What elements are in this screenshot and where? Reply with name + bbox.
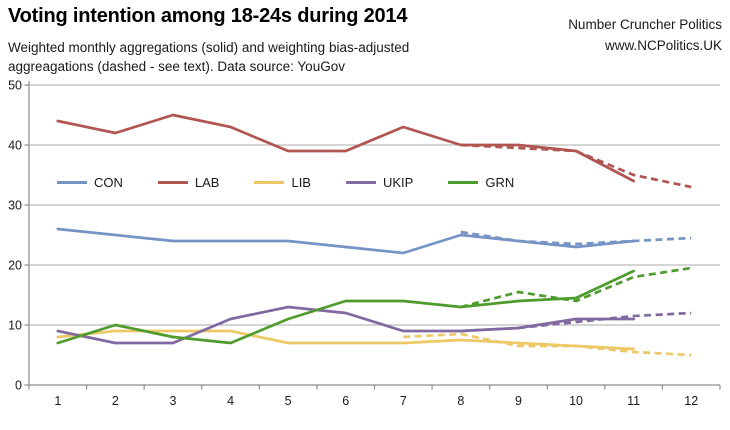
series-dashed-lab <box>460 143 692 189</box>
legend-swatch-lib <box>254 181 285 184</box>
x-tick-label-2: 2 <box>112 394 119 408</box>
x-tick-label-5: 5 <box>285 394 292 408</box>
legend-item-grn: GRN <box>448 175 514 190</box>
x-tick-label-6: 6 <box>342 394 349 408</box>
y-tick-label-40: 40 <box>8 139 22 153</box>
x-tick-label-4: 4 <box>227 394 234 408</box>
series-solid-grn <box>56 269 635 345</box>
series-dashed-con <box>460 230 692 246</box>
x-tick-label-3: 3 <box>169 394 176 408</box>
series-solid-lib <box>56 329 635 351</box>
legend-item-ukip: UKIP <box>345 175 414 190</box>
y-tick-label-20: 20 <box>8 259 22 273</box>
legend-label-grn: GRN <box>485 175 515 190</box>
series-dashed-ukip <box>460 311 692 333</box>
x-tick-label-1: 1 <box>54 394 61 408</box>
x-tick-label-8: 8 <box>457 394 464 408</box>
series-solid-con <box>56 227 635 255</box>
brand-block: Number Cruncher Politics www.NCPolitics.… <box>568 14 722 56</box>
x-tick-label-11: 11 <box>627 394 640 408</box>
legend-item-con: CON <box>57 175 123 190</box>
x-tick-label-9: 9 <box>515 394 522 408</box>
chart-subtitle: Weighted monthly aggregations (solid) an… <box>8 38 438 76</box>
legend-swatch-lab <box>157 181 188 184</box>
legend-swatch-con <box>57 181 87 184</box>
brand-url: www.NCPolitics.UK <box>604 38 722 53</box>
chart-legend: CON LAB LIB UKIP GRN <box>57 175 514 190</box>
series-dashed-lib <box>403 332 692 357</box>
x-tick-label-7: 7 <box>400 394 407 408</box>
brand-name: Number Cruncher Politics <box>568 17 722 32</box>
chart-subtitle-line1: Weighted monthly aggregations (solid) an… <box>8 40 410 55</box>
legend-swatch-ukip <box>345 181 376 184</box>
legend-label-ukip: UKIP <box>382 175 414 190</box>
legend-label-lib: LIB <box>291 175 311 190</box>
chart-subtitle-line2: aggreagations (dashed - see text). Data … <box>8 59 345 74</box>
y-tick-label-50: 50 <box>8 79 22 93</box>
series-dashed-grn <box>460 266 692 309</box>
legend-swatch-grn <box>448 181 479 184</box>
legend-label-con: CON <box>94 175 123 190</box>
x-tick-label-12: 12 <box>684 394 698 408</box>
series-solid-ukip <box>56 305 635 345</box>
page-title: Voting intention among 18-24s during 201… <box>8 5 408 27</box>
legend-item-lab: LAB <box>157 175 220 190</box>
legend-item-lib: LIB <box>254 175 311 190</box>
y-tick-label-0: 0 <box>15 379 22 393</box>
y-tick-label-10: 10 <box>8 319 22 333</box>
series-solid-lab <box>56 113 635 183</box>
y-tick-label-30: 30 <box>8 199 22 213</box>
legend-label-lab: LAB <box>194 175 220 190</box>
x-tick-label-10: 10 <box>569 394 583 408</box>
